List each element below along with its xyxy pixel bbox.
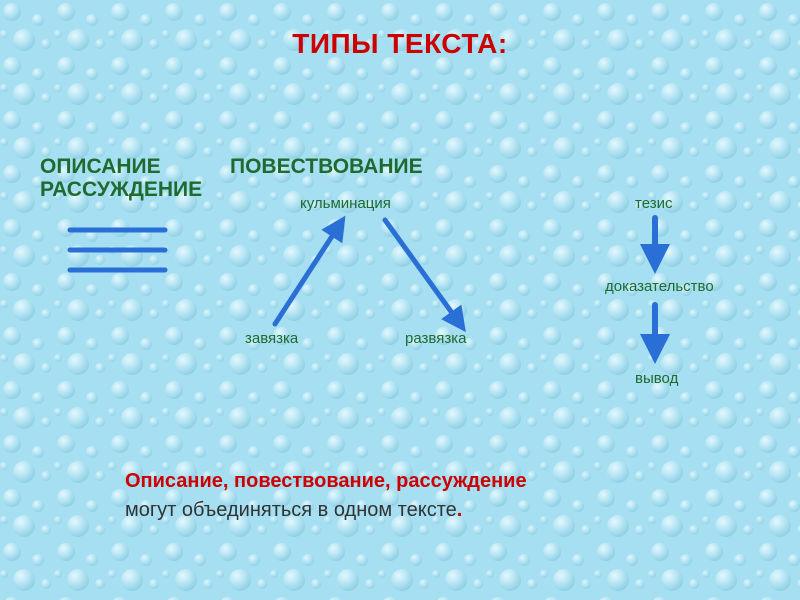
arrow-narration-down	[385, 220, 460, 324]
footer-line1: Описание, повествование, рассуждение	[125, 470, 527, 493]
arrow-narration-up	[275, 224, 340, 324]
footer-line2: могут объединяться в одном тексте.	[125, 499, 527, 522]
footer-period: .	[457, 499, 463, 521]
footer-block: Описание, повествование, рассуждение мог…	[125, 470, 527, 522]
footer-line2-text: могут объединяться в одном тексте	[125, 499, 457, 521]
slide-root: ТИПЫ ТЕКСТА: ОПИСАНИЕ ПОВЕСТВОВАНИЕ РАСС…	[0, 0, 800, 600]
